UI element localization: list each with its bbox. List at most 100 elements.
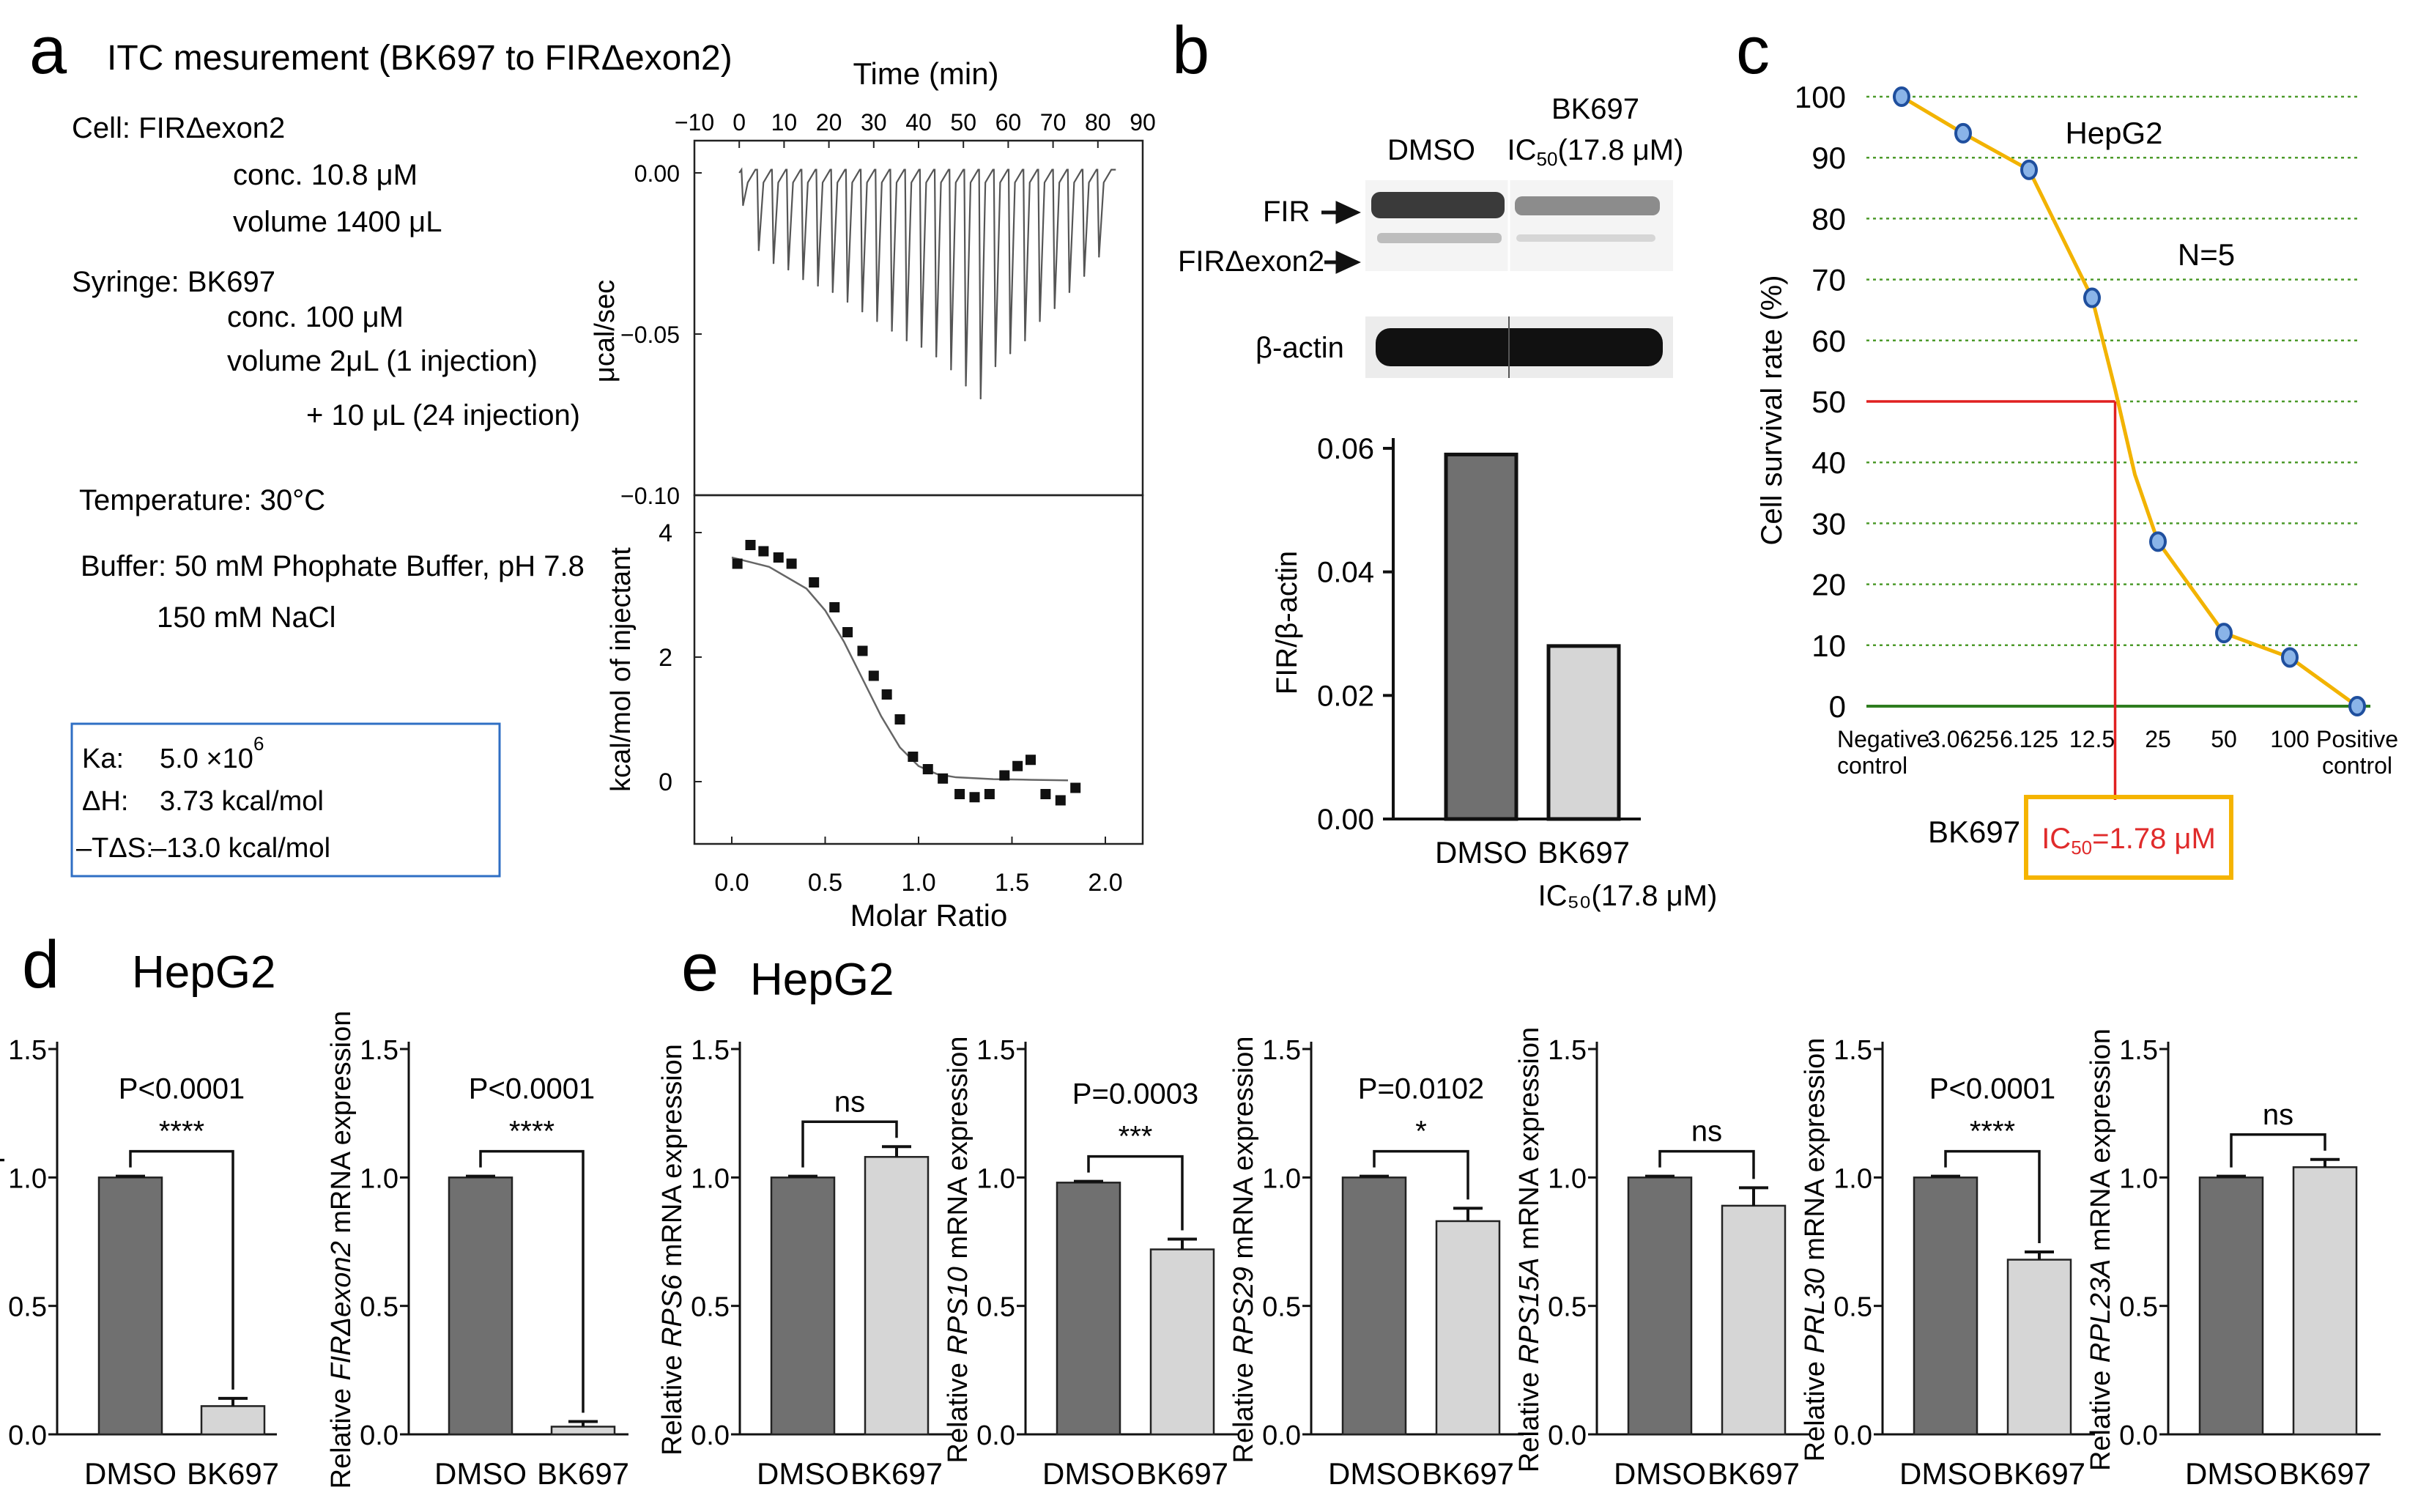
ylabel: Relative RPS29 mRNA expression	[1228, 1037, 1259, 1464]
c-data-point	[2348, 696, 2366, 716]
xtick-label: BK697	[1422, 1456, 1514, 1491]
itc-data-point	[1055, 795, 1066, 806]
itc-data-point	[894, 714, 905, 724]
panel-e-title: HepG2	[750, 955, 894, 1005]
a-dh-value: 3.73 kcal/mol	[160, 786, 324, 817]
a-buffer: Buffer: 50 mM Phophate Buffer, pH 7.8	[81, 550, 585, 582]
itc-data-point	[1012, 760, 1023, 771]
significance-label: ns	[834, 1086, 865, 1118]
ytick-label: 1.0	[2119, 1163, 2158, 1194]
a-ka-label: Ka:	[82, 744, 124, 774]
significance-label: ****	[509, 1116, 555, 1148]
itc-data-point	[868, 670, 879, 681]
blot-lane-dmso: DMSO	[1387, 134, 1475, 166]
itc-top-xtick-label: 40	[905, 109, 932, 136]
ylabel: Relative RPS10 mRNA expression	[943, 1037, 973, 1464]
xtick-label: DMSO	[434, 1456, 527, 1491]
itc-data-point	[984, 789, 995, 799]
c-ytick-label: 50	[1811, 385, 1846, 419]
ytick-label: 0.0	[1548, 1420, 1587, 1451]
p-value: P=0.0102	[1358, 1073, 1484, 1105]
ylabel-prefix: Relative	[326, 1381, 357, 1489]
ytick-label: 0.5	[691, 1292, 730, 1323]
xtick-label: BK697	[1707, 1456, 1800, 1491]
p-value: P<0.0001	[1929, 1073, 2055, 1105]
panel-c-letter: c	[1736, 13, 1770, 88]
itc-top-ytick-label: −0.10	[620, 483, 680, 509]
itc-bot-ytick-label: 0	[659, 768, 672, 796]
a-params-box	[70, 722, 501, 878]
significance-bracket	[129, 1149, 234, 1390]
bar-bk697	[2006, 1259, 2072, 1436]
c-data-point	[2281, 647, 2299, 668]
c-line-chart: 0102030405060708090100Negativecontrol3.0…	[1756, 80, 2398, 880]
a-temperature: Temperature: 30°C	[79, 484, 325, 516]
itc-top-xlabel: Time (min)	[853, 56, 998, 91]
itc-top-xtick-label: 90	[1130, 109, 1156, 136]
xtick-label: DMSO	[2185, 1456, 2277, 1491]
blot-label-firdelta: FIRΔexon2	[1178, 245, 1324, 278]
ytick-label: 1.5	[1548, 1035, 1587, 1066]
panel-b: b DMSO BK697 IC50(17.8 μM) FIR FIRΔexon2…	[1172, 13, 1717, 912]
bar-bk697	[1435, 1220, 1501, 1436]
c-xtick-label: 3.0625	[1927, 726, 1999, 752]
c-data-point	[1893, 86, 1910, 107]
ytick-label: 0.0	[1833, 1420, 1872, 1451]
c-note: N=5	[2178, 237, 2235, 272]
significance-bracket	[1944, 1149, 2041, 1244]
itc-top-xtick-label: 10	[771, 109, 798, 136]
bar-dmso	[2198, 1176, 2264, 1436]
ytick-label: 1.5	[691, 1035, 730, 1066]
ylabel-gene: PRL30	[1800, 1268, 1831, 1353]
c-ic50-box	[2024, 795, 2233, 880]
c-ytick-label: 0	[1829, 689, 1846, 724]
panel-d-letter: d	[22, 927, 59, 1002]
itc-data-point	[758, 546, 769, 557]
ylabel: Relative FIRΔexon2 mRNA expression	[326, 1011, 357, 1489]
b-ylabel: FIR/β-actin	[1271, 551, 1303, 694]
c-xtick-label: 50	[2211, 726, 2237, 752]
expression-chart-rps29: 0.0 0.5 1.0 1.5 DMSO BK697 * P=0.0102 Relative R…	[1228, 1035, 1524, 1491]
blot-delta-band-bk697	[1516, 234, 1655, 242]
b-xtick-bk697: BK697	[1538, 835, 1630, 870]
itc-injection-peak	[846, 300, 849, 303]
bar-bk697	[1149, 1248, 1215, 1436]
c-data-point	[1954, 122, 1972, 144]
significance-bracket	[2230, 1133, 2326, 1168]
itc-injection-peak	[1098, 256, 1100, 258]
ylabel-prefix: Relative	[943, 1355, 973, 1464]
itc-data-point	[1070, 782, 1081, 793]
a-cell-conc: conc. 10.8 μM	[233, 159, 418, 191]
itc-binding: 0.0 0.5 1.0 1.5 2.0 4 2 0 Molar Ratio kcal/mol …	[606, 494, 1144, 933]
c-ytick-label: 80	[1811, 201, 1846, 236]
xtick-label: DMSO	[1042, 1456, 1135, 1491]
xtick-label: DMSO	[1328, 1456, 1420, 1491]
itc-data-point	[773, 552, 784, 563]
itc-top-xtick-label: 60	[995, 109, 1022, 136]
a-syringe-volume2: + 10 μL (24 injection)	[306, 399, 580, 431]
ylabel-prefix: Relative	[1514, 1364, 1545, 1472]
c-data-point	[2083, 287, 2101, 308]
itc-injection-peak	[920, 346, 923, 348]
ylabel-gene: RPS15A	[1514, 1258, 1545, 1365]
ytick-label: 0.5	[2119, 1292, 2158, 1323]
significance-bracket	[1087, 1155, 1184, 1231]
itc-bot-xlabel: Molar Ratio	[850, 898, 1008, 933]
panel-e: e HepG2	[681, 930, 894, 1005]
p-value: P=0.0003	[1072, 1078, 1198, 1111]
ylabel-suffix: mRNA expression	[1514, 1027, 1545, 1258]
a-cell-line: Cell: FIRΔexon2	[72, 112, 285, 144]
significance-label: ****	[1970, 1116, 2015, 1148]
b-ytick-label: 0.04	[1317, 557, 1374, 589]
b-ytick-label: 0.06	[1317, 433, 1374, 465]
itc-data-point	[881, 689, 892, 700]
panel-d-title: HepG2	[132, 947, 275, 998]
itc-injection-peak	[1083, 275, 1086, 277]
itc-injection-peak	[950, 368, 952, 371]
c-xtick-label-line2: control	[1837, 752, 1907, 779]
ytick-label: 1.5	[2119, 1035, 2158, 1066]
bar-dmso	[97, 1176, 163, 1436]
ylabel-gene: RPL23A	[2085, 1259, 2116, 1363]
blot-ic-prefix: IC	[1507, 134, 1537, 166]
itc-injection-peak	[757, 249, 760, 251]
